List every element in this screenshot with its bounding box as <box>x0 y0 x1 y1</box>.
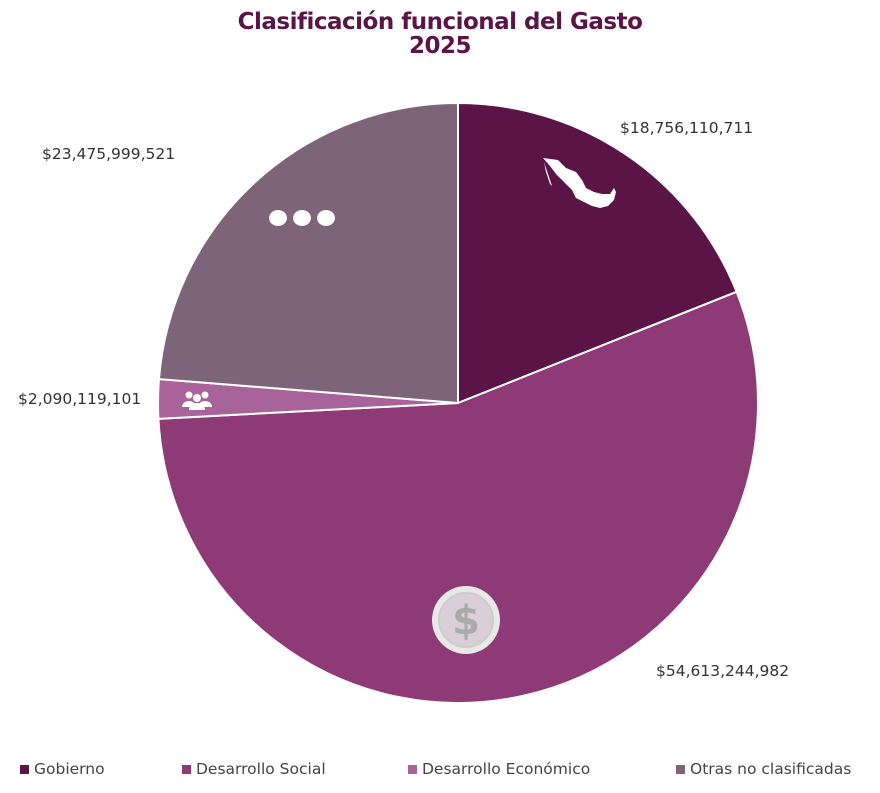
legend-swatch <box>408 764 417 774</box>
legend-swatch <box>182 764 191 774</box>
data-label-desarrollo-economico: $2,090,119,101 <box>18 390 142 408</box>
legend-label: Desarrollo Social <box>196 760 326 778</box>
pie-slice-desarrollo-social[interactable] <box>157 290 759 704</box>
pie-slice-gobierno[interactable] <box>457 101 738 405</box>
data-label-desarrollo-social: $54,613,244,982 <box>656 662 790 680</box>
legend-item-otras[interactable]: Otras no clasificadas <box>676 760 851 778</box>
svg-text:$: $ <box>452 598 480 644</box>
dollar-coin-icon: $ <box>432 586 500 654</box>
legend-item-gobierno[interactable]: Gobierno <box>20 760 105 778</box>
legend-swatch <box>20 764 29 774</box>
legend-item-desarrollo-social[interactable]: Desarrollo Social <box>182 760 326 778</box>
data-label-gobierno: $18,756,110,711 <box>620 119 754 137</box>
legend-swatch <box>676 764 685 774</box>
mexico-map-icon <box>543 158 616 208</box>
chart-title: Clasificación funcional del Gasto 2025 <box>237 9 643 59</box>
data-label-otras: $23,475,999,521 <box>42 145 176 163</box>
legend-label: Otras no clasificadas <box>690 760 852 778</box>
people-group-icon <box>182 391 212 410</box>
legend-item-desarrollo-economico[interactable]: Desarrollo Económico <box>408 760 590 778</box>
legend-label: Desarrollo Económico <box>422 760 591 778</box>
legend-label: Gobierno <box>34 760 105 778</box>
pie-slice-otras[interactable] <box>157 101 459 405</box>
ellipsis-icon <box>269 210 335 226</box>
